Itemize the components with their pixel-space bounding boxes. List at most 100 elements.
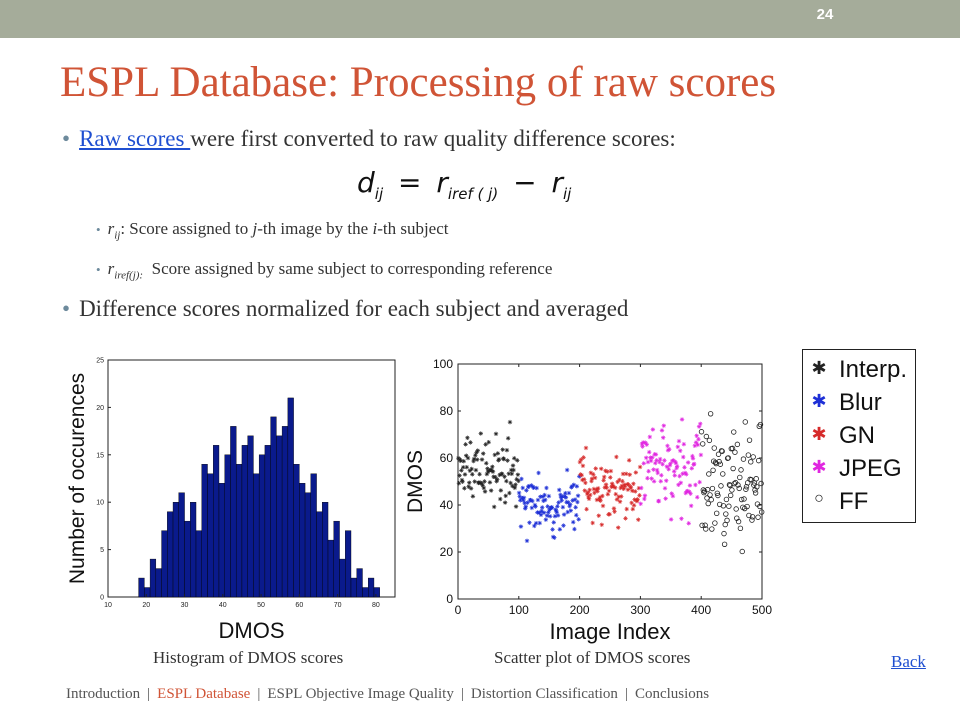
scatter-point-ff — [755, 514, 761, 520]
histogram-bar — [368, 577, 375, 598]
scatter-point-blur — [564, 467, 570, 473]
nav-distortion-classification[interactable]: Distortion Classification — [470, 686, 618, 702]
scatter-point-jpeg — [668, 517, 674, 522]
legend-item-jpeg: ✱ JPEG — [809, 455, 913, 487]
scatter-point-blur — [552, 535, 557, 540]
scatter-point-blur — [519, 476, 524, 482]
scatter-point-ff — [732, 449, 738, 455]
scatter-point-jpeg — [697, 479, 702, 485]
scatter-point-ff — [714, 510, 720, 517]
scatter-point-blur — [571, 482, 577, 488]
histogram-bar — [230, 426, 237, 598]
raw-scores-link[interactable]: Raw scores — [79, 126, 191, 151]
scatter-point-ff — [727, 492, 734, 499]
nav-objective-quality[interactable]: ESPL Objective Image Quality — [267, 686, 454, 702]
scatter-point-interp — [459, 468, 464, 473]
scatter-point-gn — [637, 464, 643, 470]
scatter-point-jpeg — [666, 466, 671, 472]
scatter-point-ff — [715, 492, 721, 499]
scatter-y-tick-label: 0 — [446, 592, 453, 606]
scatter-point-interp — [515, 472, 521, 477]
scatter-point-interp — [490, 469, 496, 474]
scatter-point-interp — [490, 464, 495, 470]
scatter-point-jpeg — [667, 447, 672, 452]
scatter-point-interp — [493, 431, 499, 437]
scatter-point-jpeg — [689, 466, 694, 471]
difference-formula: dij = riref ( j) − rij — [357, 166, 571, 203]
scatter-point-interp — [482, 479, 487, 484]
scatter-point-blur — [554, 509, 559, 515]
scatter-point-blur — [572, 526, 577, 532]
scatter-point-gn — [583, 480, 588, 486]
scatter-point-interp — [510, 463, 516, 468]
histogram-x-tick-label: 60 — [295, 602, 303, 609]
scatter-point-blur — [567, 502, 573, 507]
scatter-point-blur — [567, 503, 572, 509]
scatter-point-ff — [707, 411, 714, 417]
histogram-bar — [201, 464, 208, 598]
histogram-bar — [167, 511, 174, 598]
scatter-legend: ✱ Interp. ✱ Blur ✱ GN ✱ JPEG ○ FF — [802, 349, 916, 523]
scatter-point-ff — [731, 429, 737, 435]
scatter-point-ff — [735, 482, 741, 488]
scatter-point-jpeg — [676, 438, 682, 444]
nav-introduction[interactable]: Introduction — [66, 686, 141, 702]
scatter-point-interp — [465, 455, 471, 461]
bullet-raw-scores: • Raw scores were first converted to raw … — [62, 126, 676, 152]
scatter-point-interp — [475, 448, 480, 453]
scatter-point-jpeg — [698, 452, 704, 458]
scatter-point-ff — [716, 458, 722, 465]
scatter-point-blur — [576, 517, 581, 522]
scatter-point-interp — [456, 480, 462, 486]
scatter-point-ff — [729, 487, 735, 493]
nav-conclusions[interactable]: Conclusions — [634, 686, 710, 702]
legend-item-interp: ✱ Interp. — [809, 356, 913, 388]
scatter-x-label: Image Index — [549, 619, 670, 644]
scatter-point-jpeg — [639, 485, 644, 491]
scatter-point-interp — [466, 484, 471, 489]
scatter-point-ff — [711, 445, 717, 451]
scatter-point-gn — [604, 485, 609, 490]
scatter-point-blur — [536, 470, 541, 476]
riref-var: r — [107, 259, 115, 278]
scatter-point-blur — [537, 520, 542, 526]
scatter-point-interp — [477, 471, 482, 477]
scatter-point-interp — [504, 447, 510, 453]
scatter-point-interp — [513, 504, 519, 509]
scatter-point-blur — [566, 490, 572, 496]
histogram-bar — [327, 539, 334, 598]
scatter-point-blur — [530, 498, 535, 504]
scatter-point-blur — [551, 520, 556, 525]
scatter-point-gn — [625, 487, 631, 492]
scatter-point-jpeg — [665, 443, 670, 449]
scatter-point-interp — [473, 467, 479, 473]
scatter-point-ff — [757, 421, 764, 428]
scatter-point-ff — [738, 496, 745, 503]
scatter-point-blur — [517, 494, 522, 499]
nav-espl-database[interactable]: ESPL Database — [157, 686, 251, 702]
scatter-point-interp — [470, 494, 476, 499]
legend-label-blur: Blur — [839, 389, 882, 416]
scatter-point-ff — [706, 471, 712, 477]
scatter-point-ff — [726, 482, 733, 488]
scatter-point-jpeg — [642, 493, 648, 498]
scatter-point-interp — [502, 500, 508, 505]
rij-var-sub: ij — [114, 229, 121, 242]
scatter-point-interp — [515, 458, 520, 463]
scatter-point-gn — [608, 468, 614, 474]
scatter-point-blur — [561, 523, 566, 528]
histogram-bar — [178, 492, 185, 598]
scatter-point-ff — [709, 526, 715, 532]
scatter-point-ff — [729, 445, 736, 452]
scatter-point-ff — [753, 476, 759, 482]
scatter-point-interp — [495, 477, 500, 482]
histogram-x-tick-label: 30 — [181, 602, 189, 609]
scatter-point-jpeg — [674, 464, 680, 469]
back-link[interactable]: Back — [891, 652, 926, 671]
histogram-bar — [293, 464, 300, 598]
scatter-point-gn — [586, 496, 592, 501]
scatter-point-ff — [741, 496, 747, 502]
formula-r-ref: r — [436, 166, 448, 199]
scatter-point-ff — [701, 488, 708, 494]
scatter-point-gn — [611, 506, 617, 511]
